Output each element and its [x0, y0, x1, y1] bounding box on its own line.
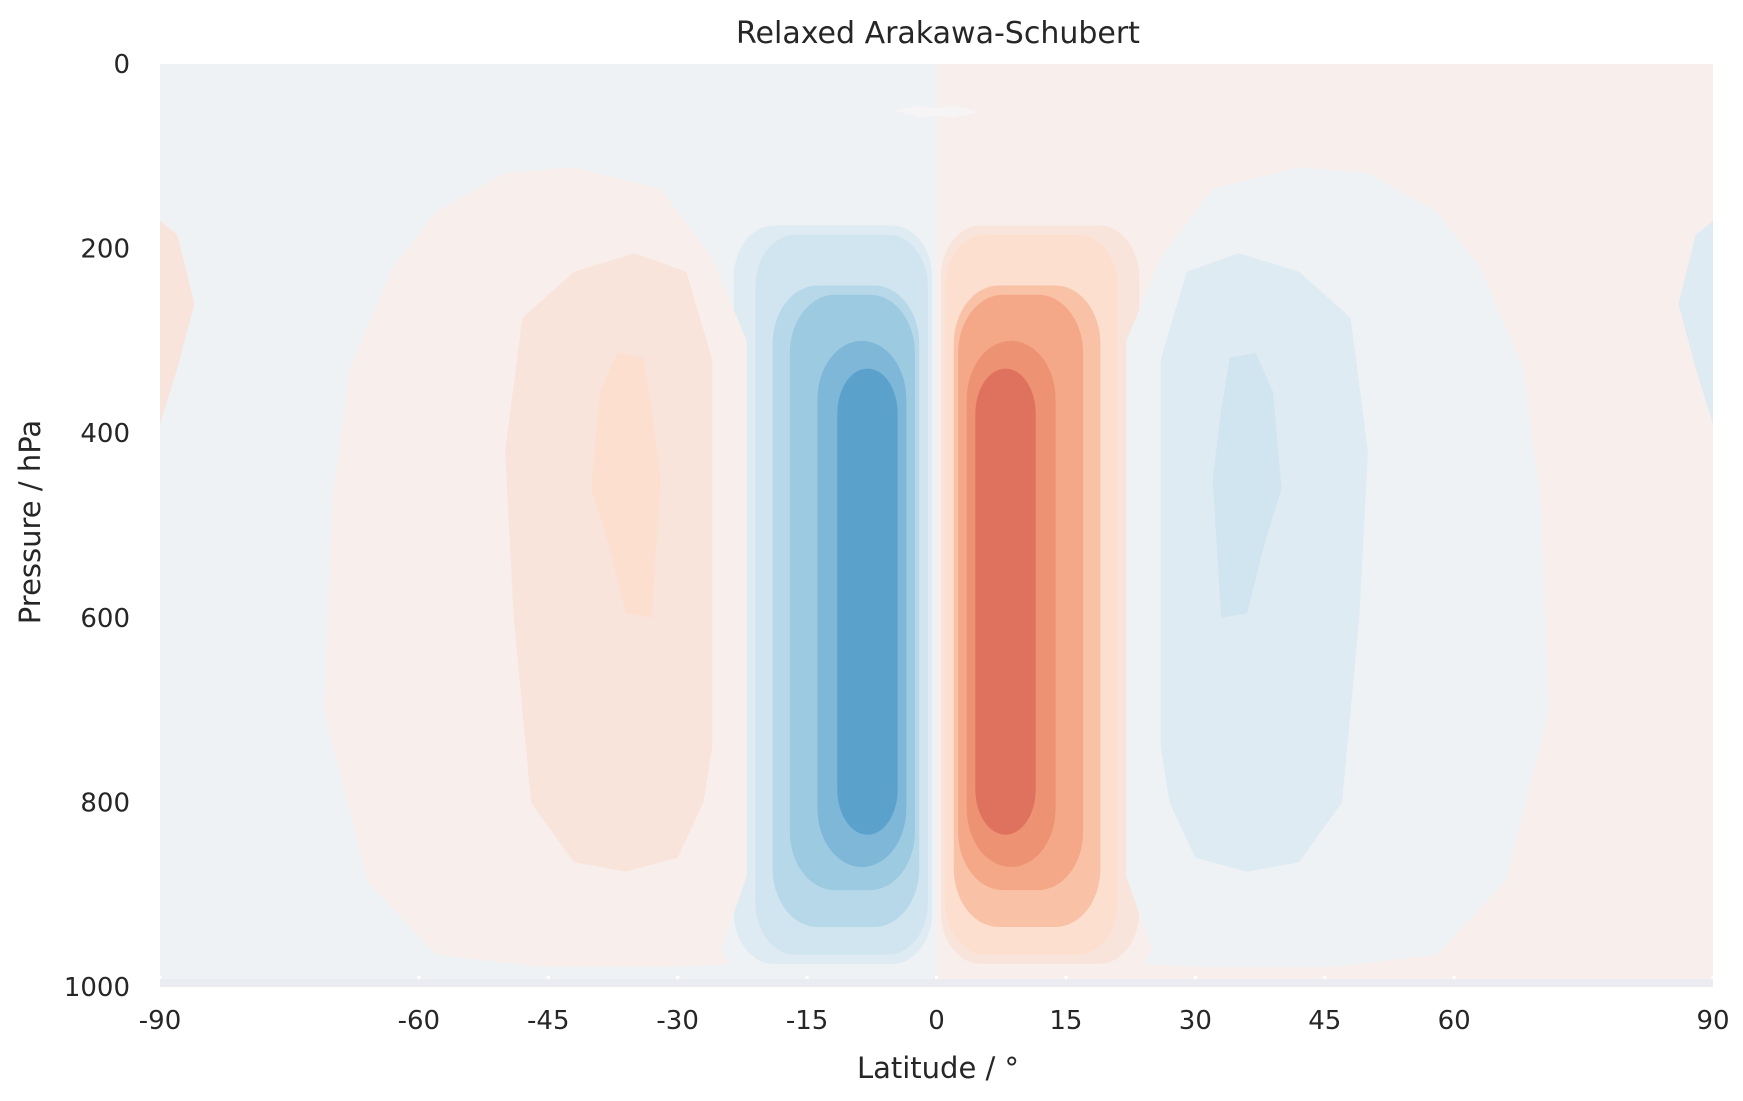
x-tick-label: -45 [527, 1006, 569, 1036]
southern-polar-lobe [160, 220, 195, 424]
y-tick-label: 400 [80, 419, 130, 449]
upper-equatorial-feature [893, 105, 980, 118]
northern-cell-contour-level-6 [975, 368, 1036, 835]
chart-title: Relaxed Arakawa-Schubert [736, 16, 1140, 51]
y-tick-label: 1000 [64, 973, 130, 1003]
x-tick-label: 90 [1696, 1006, 1729, 1036]
x-tick-label: -15 [786, 1006, 828, 1036]
y-tick-label: 0 [113, 50, 130, 80]
bottom-axis-strip [160, 979, 1713, 987]
y-axis-label: Pressure / hPa [13, 420, 47, 624]
x-tick-label: 15 [1049, 1006, 1082, 1036]
y-tick-label: 600 [80, 604, 130, 634]
southern-subtropical-contour-level-2 [591, 352, 661, 618]
southern-cell-contour-level-6 [837, 368, 898, 835]
x-tick-label: -60 [398, 1006, 440, 1036]
southern-subtropical-contour-level-1 [505, 253, 713, 872]
northern-polar-lobe [1678, 220, 1713, 424]
northern-subtropical-contour-level-2 [1212, 352, 1282, 618]
northern-subtropical-contour-level-1 [1160, 253, 1368, 872]
x-tick-label: 0 [928, 1006, 945, 1036]
x-tick-label: 30 [1179, 1006, 1212, 1036]
x-axis-ticks: -90 -60 -45 -30 -15 0 15 30 45 60 90 [139, 976, 1730, 1036]
x-axis-label: Latitude / ° [857, 1051, 1019, 1085]
plot-area [160, 64, 1713, 987]
y-tick-label: 200 [80, 235, 130, 265]
y-axis-ticks: 0 200 400 600 800 1000 [64, 50, 130, 1003]
x-tick-label: -90 [139, 1006, 181, 1036]
x-tick-label: -30 [656, 1006, 698, 1036]
x-tick-label: 45 [1308, 1006, 1341, 1036]
x-tick-label: 60 [1438, 1006, 1471, 1036]
y-tick-label: 800 [80, 788, 130, 818]
